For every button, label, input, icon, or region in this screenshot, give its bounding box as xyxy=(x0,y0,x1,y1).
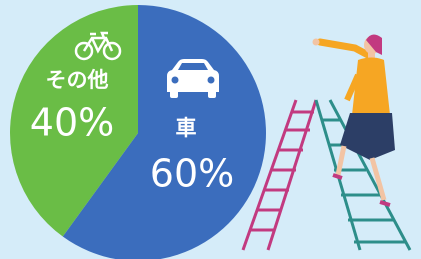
chart: 車 60% その他 40% xyxy=(0,0,421,259)
slice-label: その他 xyxy=(46,68,109,92)
slice-label: 車 xyxy=(176,116,197,140)
slice-value-label: 60% xyxy=(150,152,234,196)
slice-value-label: 40% xyxy=(30,101,114,145)
